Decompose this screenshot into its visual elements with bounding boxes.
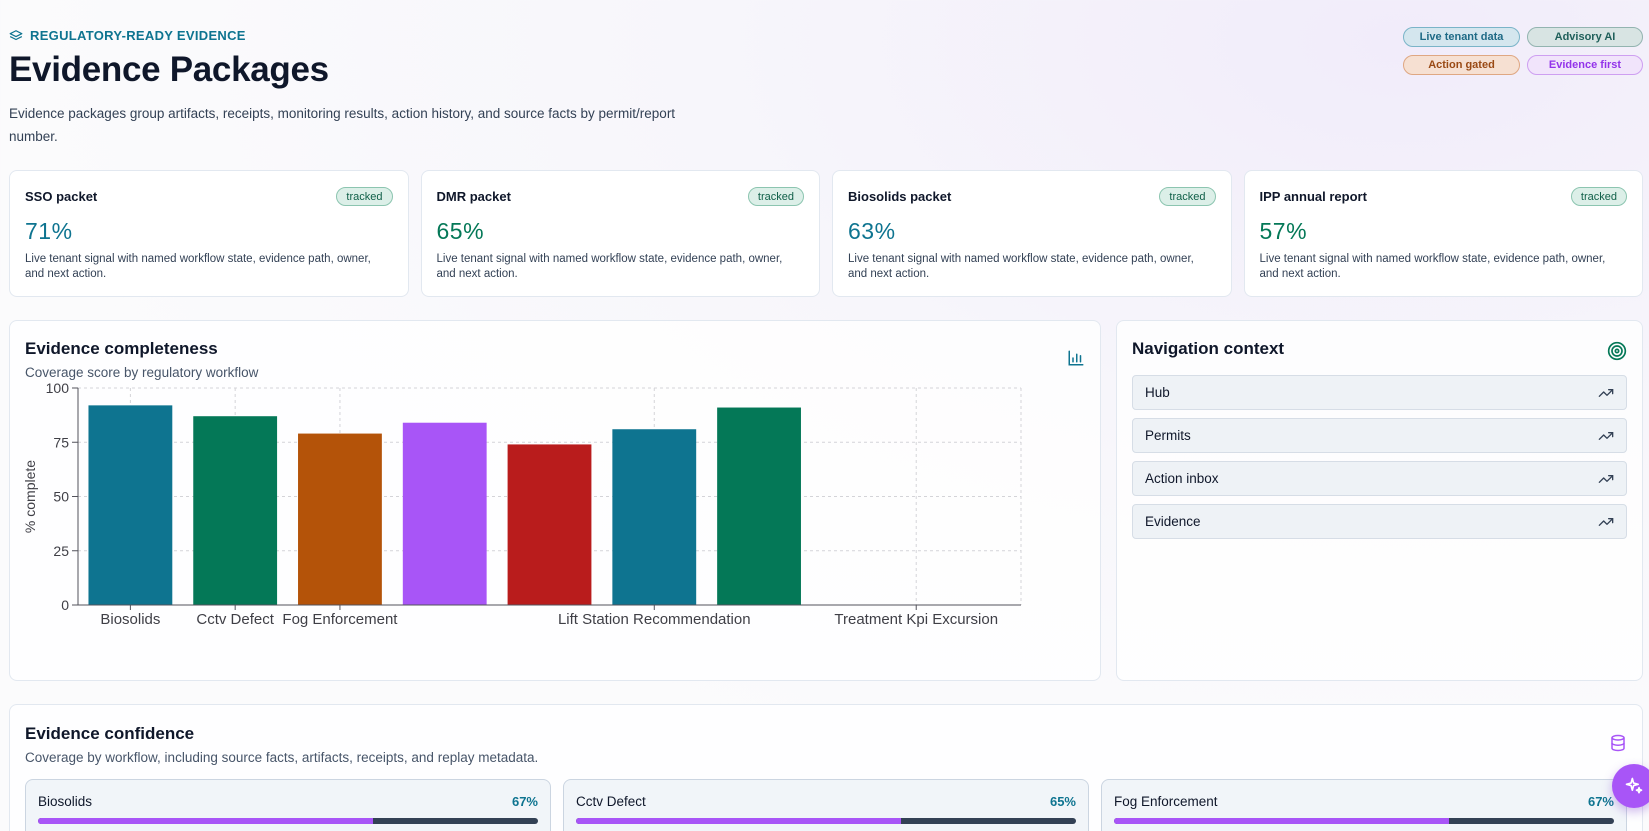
y-tick-label: 75 <box>53 434 69 450</box>
x-tick-label: Cctv Defect <box>196 611 274 628</box>
status-pills: Live tenant data Advisory AI Action gate… <box>1403 27 1643 75</box>
status-badge: tracked <box>747 187 804 206</box>
panel-subtitle: Coverage by workflow, including source f… <box>25 750 539 765</box>
pill-action-gated: Action gated <box>1403 55 1520 75</box>
panel-title: Evidence confidence <box>25 724 195 743</box>
nav-item-label: Hub <box>1145 385 1170 400</box>
target-icon <box>1607 341 1627 361</box>
kpi-row: SSO packet tracked 71% Live tenant signa… <box>9 170 1643 297</box>
kpi-value: 65% <box>436 218 485 244</box>
confidence-card[interactable]: Biosolids 67% <box>25 779 551 831</box>
y-tick-label: 100 <box>46 380 70 396</box>
x-tick-label: Biosolids <box>100 611 160 628</box>
kpi-name: IPP annual report <box>1259 189 1367 204</box>
kpi-name: DMR packet <box>436 189 511 204</box>
completeness-bar-chart: 0 25 50 75 100 Biosolids Cctv Defect Fog Enforc… <box>22 380 1022 628</box>
evidence-confidence-panel: Evidence confidence Coverage by workflow… <box>9 704 1643 831</box>
pill-evidence-first: Evidence first <box>1527 55 1643 75</box>
kpi-name: SSO packet <box>25 189 98 204</box>
x-tick-label: Fog Enforcement <box>282 611 398 628</box>
kpi-card-ipp[interactable]: IPP annual report tracked 57% Live tenan… <box>1243 170 1643 297</box>
chart-bar <box>717 407 801 605</box>
kpi-value: 71% <box>25 218 73 244</box>
nav-item-label: Evidence <box>1145 514 1201 529</box>
kpi-value: 63% <box>848 218 896 244</box>
chart-bar <box>507 444 592 605</box>
status-badge: tracked <box>1159 187 1216 206</box>
ai-assistant-button[interactable] <box>1612 764 1649 808</box>
nav-item-label: Action inbox <box>1145 471 1219 486</box>
database-icon <box>1611 734 1625 752</box>
chart-bar <box>612 429 697 605</box>
kpi-value: 57% <box>1259 218 1308 244</box>
evidence-completeness-panel: 0 25 50 75 100 Biosolids Cctv Defect Fog Enforc… <box>9 320 1101 681</box>
y-tick-label: 0 <box>61 597 69 613</box>
confidence-percent: 65% <box>1049 794 1076 809</box>
chart-bar <box>88 405 173 605</box>
confidence-percent: 67% <box>511 794 538 809</box>
page-title: Evidence Packages <box>9 50 329 89</box>
navigation-context-panel: Navigation context Hub Permits Action in… <box>1116 320 1643 681</box>
confidence-name: Biosolids <box>38 794 93 809</box>
kpi-note: Live tenant signal with named workflow s… <box>848 253 1194 280</box>
nav-item-permits[interactable]: Permits <box>1132 418 1627 453</box>
panel-title: Navigation context <box>1132 339 1285 358</box>
nav-item-label: Permits <box>1145 428 1191 443</box>
pill-live-tenant-data: Live tenant data <box>1403 27 1520 47</box>
trending-up-icon <box>1598 388 1614 397</box>
kpi-note: Live tenant signal with named workflow s… <box>1259 253 1606 280</box>
page-description: Evidence packages group artifacts, recei… <box>9 106 676 144</box>
sparkles-icon <box>1625 777 1643 794</box>
pill-advisory-ai: Advisory AI <box>1527 27 1643 47</box>
trending-up-icon <box>1598 517 1614 526</box>
nav-list: Hub Permits Action inbox Evidence <box>1132 375 1627 539</box>
panel-subtitle: Coverage score by regulatory workflow <box>25 365 259 380</box>
x-tick-label: Lift Station Recommendation <box>558 611 751 628</box>
progress-track <box>1114 818 1614 824</box>
trending-up-icon <box>1598 431 1614 440</box>
progress-fill <box>38 818 373 824</box>
kpi-card-biosolids[interactable]: Biosolids packet tracked 63% Live tenant… <box>832 170 1232 297</box>
progress-fill <box>1114 818 1449 824</box>
bar-chart-icon[interactable] <box>1067 349 1085 367</box>
progress-track <box>38 818 538 824</box>
confidence-grid: Biosolids 67% Cctv Defect 65% Fog Enforc… <box>25 779 1627 831</box>
layers-icon <box>9 29 23 40</box>
kpi-card-sso[interactable]: SSO packet tracked 71% Live tenant signa… <box>9 170 409 297</box>
confidence-percent: 67% <box>1587 794 1614 809</box>
chart-bar <box>402 422 487 605</box>
panel-title: Evidence completeness <box>25 339 218 358</box>
status-badge: tracked <box>336 187 393 206</box>
x-tick-label: Treatment Kpi Excursion <box>834 611 998 628</box>
kpi-note: Live tenant signal with named workflow s… <box>436 253 783 280</box>
y-axis-label: % complete <box>22 460 38 533</box>
kpi-name: Biosolids packet <box>848 189 952 204</box>
confidence-card[interactable]: Fog Enforcement 67% <box>1101 779 1627 831</box>
eyebrow: REGULATORY-READY EVIDENCE <box>9 28 246 43</box>
chart-bar <box>298 433 382 605</box>
kpi-note: Live tenant signal with named workflow s… <box>25 253 371 280</box>
nav-item-action-inbox[interactable]: Action inbox <box>1132 461 1627 496</box>
confidence-card[interactable]: Cctv Defect 65% <box>563 779 1089 831</box>
trending-up-icon <box>1598 474 1614 483</box>
status-badge: tracked <box>1570 187 1627 206</box>
y-tick-label: 25 <box>53 543 69 559</box>
nav-item-evidence[interactable]: Evidence <box>1132 504 1627 539</box>
confidence-name: Cctv Defect <box>576 794 646 809</box>
chart-bar <box>193 416 278 605</box>
progress-fill <box>576 818 901 824</box>
y-tick-label: 50 <box>53 489 69 505</box>
progress-track <box>576 818 1076 824</box>
kpi-card-dmr[interactable]: DMR packet tracked 65% Live tenant signa… <box>420 170 820 297</box>
confidence-name: Fog Enforcement <box>1114 794 1218 809</box>
nav-item-hub[interactable]: Hub <box>1132 375 1627 410</box>
eyebrow-label: REGULATORY-READY EVIDENCE <box>30 28 246 43</box>
